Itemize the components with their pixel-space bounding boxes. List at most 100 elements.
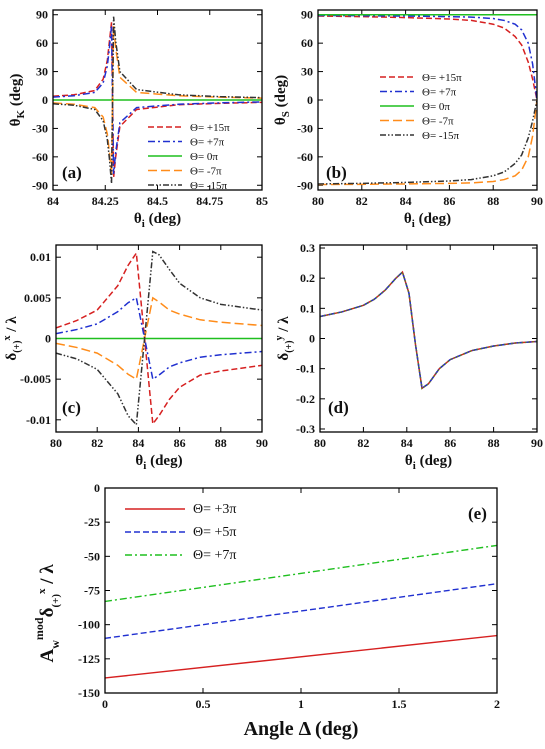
series-line-4 bbox=[56, 250, 262, 427]
y-tick-label: -0.1 bbox=[296, 362, 315, 376]
legend-label: Θ= -15π bbox=[190, 180, 228, 192]
legend-label: Θ= +3π bbox=[193, 502, 236, 517]
x-tick-label: 88 bbox=[215, 436, 227, 450]
series-line-1 bbox=[56, 296, 262, 381]
series-line-2 bbox=[105, 544, 497, 603]
x-tick-label: 90 bbox=[256, 436, 268, 450]
series-line-0 bbox=[320, 270, 537, 390]
y-tick-label: -0.005 bbox=[20, 372, 51, 386]
y-tick-label: 0.005 bbox=[24, 291, 51, 305]
x-tick-label: 84 bbox=[132, 436, 144, 450]
legend-label: Θ= +15π bbox=[422, 72, 462, 84]
y-tick-label: 60 bbox=[36, 36, 48, 50]
y-tick-label: -0.01 bbox=[26, 413, 51, 427]
x-tick-label: 82 bbox=[356, 194, 368, 208]
series-line-4 bbox=[318, 99, 537, 185]
y-tick-label: -90 bbox=[297, 178, 313, 192]
plot-frame bbox=[319, 244, 538, 433]
x-tick-label: 84 bbox=[47, 194, 59, 208]
panel-c: 80 82 84 86 88 90 -0.01 -0.005 0 0.005 0.01 (c) θi (… bbox=[2, 244, 268, 472]
panel-label: (d) bbox=[328, 398, 349, 417]
y-tick-label: -50 bbox=[84, 549, 100, 563]
series-line-0 bbox=[318, 15, 537, 101]
y-tick-label: -0.2 bbox=[296, 392, 315, 406]
series-group bbox=[318, 13, 537, 186]
x-tick-label: 84 bbox=[400, 194, 412, 208]
x-tick-label: 88 bbox=[488, 436, 500, 450]
panel-label: (e) bbox=[468, 504, 487, 523]
y-tick-label: 0.3 bbox=[300, 241, 315, 255]
y-tick-label: -60 bbox=[32, 150, 48, 164]
y-tick-label: -60 bbox=[297, 150, 313, 164]
x-axis-title: θi (deg) bbox=[404, 211, 451, 230]
series-line-2 bbox=[320, 270, 537, 390]
x-axis-title: Angle Δ (deg) bbox=[244, 718, 359, 740]
x-tick-label: 1 bbox=[298, 697, 304, 711]
y-tick-label: -30 bbox=[32, 121, 48, 135]
plot-frame bbox=[55, 244, 263, 433]
series-line-0 bbox=[105, 634, 497, 679]
y-tick-label: 0 bbox=[94, 481, 100, 495]
panel-label: (b) bbox=[326, 163, 347, 182]
y-tick-label: 60 bbox=[301, 36, 313, 50]
x-tick-label: 0.5 bbox=[196, 697, 211, 711]
series-line-3 bbox=[318, 99, 537, 186]
y-tick-label: 30 bbox=[36, 65, 48, 79]
x-axis-title: θi (deg) bbox=[405, 453, 452, 472]
y-tick-label: 0 bbox=[42, 93, 48, 107]
y-tick-label: -30 bbox=[297, 121, 313, 135]
legend-label: Θ= +7π bbox=[190, 137, 225, 149]
series-line-0 bbox=[56, 250, 262, 426]
x-tick-label: 86 bbox=[174, 436, 186, 450]
x-tick-label: 1.5 bbox=[392, 697, 407, 711]
x-tick-label: 2 bbox=[494, 697, 500, 711]
x-tick-label: 86 bbox=[443, 194, 455, 208]
plot-frame bbox=[317, 9, 538, 191]
y-tick-label: -75 bbox=[84, 584, 100, 598]
series-line-3 bbox=[56, 296, 262, 381]
legend-label: Θ= -7π bbox=[190, 166, 222, 178]
x-tick-label: 82 bbox=[91, 436, 103, 450]
y-tick-label: -150 bbox=[78, 686, 100, 700]
series-group bbox=[320, 270, 537, 390]
panel-a: 84 84.25 84.5 84.75 85 -90 -60 -30 0 30 60 90 Θ= +15… bbox=[8, 8, 268, 230]
x-tick-label: 85 bbox=[256, 194, 268, 208]
y-tick-label: -100 bbox=[78, 618, 100, 632]
y-axis-title: δ(+)y / λ bbox=[274, 316, 295, 361]
series-line-1 bbox=[318, 14, 537, 101]
x-tick-label: 80 bbox=[50, 436, 62, 450]
x-axis-title: θi (deg) bbox=[134, 211, 181, 230]
y-tick-label: 0 bbox=[309, 332, 315, 346]
y-tick-label: 30 bbox=[301, 65, 313, 79]
x-tick-label: 82 bbox=[357, 436, 369, 450]
plot-frame bbox=[104, 487, 498, 694]
y-tick-label: -125 bbox=[78, 652, 100, 666]
panel-d: 80 82 84 86 88 90 -0.3 -0.2 -0.1 0 0.1 0.2 0.3 (d) θi … bbox=[274, 241, 543, 472]
y-tick-label: 0 bbox=[45, 332, 51, 346]
y-tick-label: 0.01 bbox=[30, 250, 51, 264]
y-tick-label: -0.3 bbox=[296, 422, 315, 436]
legend-label: Θ= +15π bbox=[190, 122, 230, 134]
x-tick-label: 80 bbox=[314, 436, 326, 450]
x-tick-label: 84.75 bbox=[196, 194, 223, 208]
legend-label: Θ= 0π bbox=[190, 151, 218, 163]
x-tick-label: 84.5 bbox=[147, 194, 168, 208]
x-tick-label: 90 bbox=[531, 436, 543, 450]
x-axis-title: θi (deg) bbox=[135, 453, 182, 472]
legend: Θ= +15π Θ= +7π Θ= 0π Θ= -7π Θ= -15π bbox=[380, 72, 462, 142]
series-line-1 bbox=[105, 582, 497, 640]
series-line-1 bbox=[320, 270, 537, 390]
panel-label: (c) bbox=[62, 398, 81, 417]
y-axis-title: θK (deg) bbox=[8, 74, 27, 127]
x-tick-label: 84.25 bbox=[92, 194, 119, 208]
legend-label: Θ= 0π bbox=[422, 101, 450, 113]
legend: Θ= +15π Θ= +7π Θ= 0π Θ= -7π Θ= -15π bbox=[148, 122, 230, 192]
x-tick-label: 90 bbox=[531, 194, 543, 208]
y-tick-label: 0.2 bbox=[300, 271, 315, 285]
legend-label: Θ= +7π bbox=[193, 548, 236, 563]
y-tick-label: 90 bbox=[36, 8, 48, 22]
y-tick-label: -25 bbox=[84, 515, 100, 529]
legend-label: Θ= -15π bbox=[422, 130, 460, 142]
